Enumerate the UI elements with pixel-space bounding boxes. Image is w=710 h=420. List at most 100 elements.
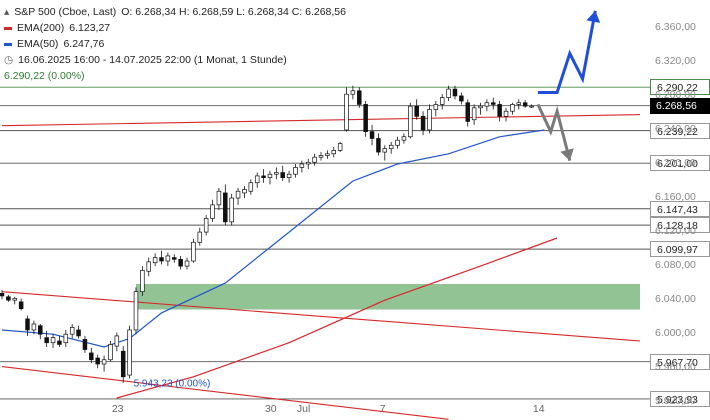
ema50-label: EMA(50) [17,38,59,50]
candle-body-47 [299,163,305,168]
candle-12 [76,325,81,339]
candle-33 [210,199,215,222]
candle-36 [229,193,234,226]
legend-instrument-row: ▴ S&P 500 (Cboe, Last) O: 6.268,34 H: 6.… [4,4,346,20]
candle-82 [522,100,528,108]
candle-body-35 [223,192,228,223]
candle-body-54 [344,93,349,131]
candle-body-33 [210,204,215,219]
x-tick-label: 23 [111,403,124,415]
candle-body-65 [414,105,419,117]
candle-8 [50,334,56,348]
candle-28 [178,255,183,270]
low-annotation: 5.943,23 (0.00%) [134,379,211,390]
candle-65 [414,99,419,120]
candle-body-66 [420,115,426,131]
ema200-value: 6.123,27 [69,22,111,34]
candle-body-30 [191,241,196,262]
level-lines [0,86,650,400]
candle-body-36 [229,197,234,223]
candle-14 [89,347,94,364]
ema50-value: 6.247,76 [63,38,105,50]
y-tick-label: 5.920,00 [655,395,696,408]
price-tag: 6.099,97 [650,241,710,258]
candle-body-20 [127,329,132,376]
x-tick-label: 7 [379,403,386,415]
candle-body-9 [57,340,62,345]
candle-16 [101,355,107,372]
y-tick-label: 6.360,00 [655,20,696,33]
candle-35 [223,184,228,226]
x-tick-label: Jul [296,403,311,415]
candle-17 [108,341,113,362]
y-tick-label: 5.960,00 [655,361,696,374]
ema200-line [116,237,558,399]
ema200-swatch [4,26,12,30]
candle-body-31 [197,231,203,243]
candle-body-37 [235,190,241,199]
candle-23 [146,257,151,277]
candle-38 [242,186,247,199]
candle-53 [337,141,343,153]
channel-lower-line [1,366,449,420]
candle-30 [191,238,196,263]
candle-body-64 [408,105,413,138]
candle-2 [12,296,18,305]
candle-body-59 [376,138,381,153]
candle-body-46 [293,167,298,175]
candle-22 [140,266,145,296]
collapse-icon[interactable]: ▴ [4,6,10,18]
price-tag: 6.239,22 [650,122,710,139]
price-tag: 6.268,56 [650,97,710,114]
candle-20 [127,325,132,379]
candle-body-7 [44,337,49,344]
candle-0 [0,289,5,300]
candle-64 [408,102,413,139]
candle-45 [286,170,292,183]
candles [0,85,534,383]
candle-body-1 [6,296,11,301]
y-tick-label: 6.040,00 [655,293,696,306]
candle-21 [133,287,139,335]
candle-body-75 [478,105,483,109]
candle-56 [357,87,362,108]
candle-73 [465,99,470,127]
candle-body-73 [465,102,470,122]
price-tag: 6.147,43 [650,200,710,217]
candle-body-16 [101,359,107,365]
candle-18 [114,332,120,352]
candle-body-10 [63,333,69,344]
candle-39 [248,179,254,195]
candle-body-60 [382,148,388,153]
candle-body-72 [459,95,464,102]
candle-body-62 [395,139,400,146]
candle-42 [267,170,273,185]
candle-61 [388,141,394,154]
candle-body-32 [203,218,209,233]
scenario-arrows [536,10,601,161]
price-tag: 5.923,93 [650,390,710,407]
candle-body-51 [325,153,330,156]
candle-body-6 [38,325,43,335]
candle-62 [395,136,400,149]
candle-body-22 [140,270,145,293]
candle-37 [235,187,241,205]
candle-body-0 [0,293,5,297]
candle-body-52 [331,150,337,155]
candle-body-39 [248,182,254,192]
trend-lines [1,114,641,420]
candle-body-2 [12,298,18,301]
candle-43 [274,167,279,180]
candle-body-43 [274,172,279,175]
candle-68 [433,101,439,117]
scenario-arrow-up-line [537,10,597,94]
ema50-line [1,129,545,348]
candle-10 [63,329,69,347]
candle-body-48 [305,161,311,165]
candle-72 [459,92,464,105]
candle-46 [293,164,298,178]
candle-4 [25,315,30,336]
candle-55 [350,85,356,100]
candle-11 [69,324,75,339]
